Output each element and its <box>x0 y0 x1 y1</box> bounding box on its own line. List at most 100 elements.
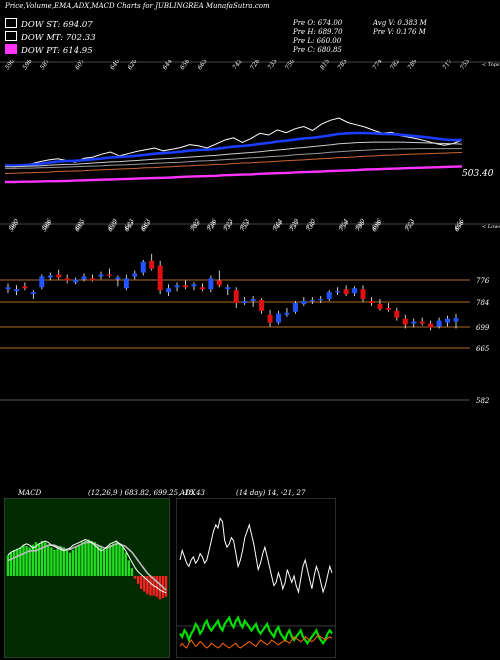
macd-histogram-bar <box>50 547 53 576</box>
macd-histogram-bar <box>16 548 19 576</box>
candle-body <box>123 278 129 289</box>
candle-body <box>106 274 112 276</box>
legend-label-st: DOW ST: 694.07 <box>21 20 93 30</box>
candle-top-tick-label: 733 <box>222 222 234 233</box>
adx-series-line-0 <box>179 517 333 594</box>
candle-body <box>301 301 307 304</box>
ema-series-line-1 <box>5 131 462 167</box>
macd-histogram-bar <box>93 542 96 576</box>
legend-label-pt: DOW PT: 614.95 <box>21 46 93 56</box>
macd-histogram-bar <box>74 547 78 576</box>
candle-body <box>267 314 273 323</box>
legend-dow-pt: DOW PT: 614.95 <box>5 44 93 56</box>
candle-body <box>343 289 349 295</box>
macd-histogram-bar <box>102 550 106 576</box>
macd-histogram-bar <box>164 576 168 597</box>
macd-histogram-bar <box>105 547 109 576</box>
adx-chart <box>176 498 336 658</box>
macd-histogram-bar <box>40 540 44 576</box>
candle-body <box>191 284 197 287</box>
macd-histogram-bar <box>43 542 47 576</box>
level-label: 582 <box>476 397 490 405</box>
ema-chart: < Tops 590 598 587 607 640 620 644 658 663 742 728 7… <box>0 60 500 230</box>
stat-prev-low: Pre L: 660.00 <box>293 37 342 45</box>
macd-histogram-bar <box>140 576 143 589</box>
candle-body <box>22 286 28 289</box>
macd-histogram-bar <box>87 539 90 576</box>
ema-top-tick-label: 783 <box>336 60 348 71</box>
adx-params: (14 day) 14, -21, 27 <box>236 489 306 497</box>
macd-histogram-bar <box>71 550 75 576</box>
candle-body <box>259 300 265 311</box>
macd-histogram-bar <box>115 542 118 576</box>
stat-prev-high: Pre H: 689.70 <box>293 28 343 36</box>
macd-histogram-bar <box>112 543 115 576</box>
candle-top-tick-label: 702 <box>189 222 201 233</box>
ema-top-tick-label: 590 <box>4 60 16 71</box>
candle-body <box>242 301 248 303</box>
macd-histogram-bar <box>37 543 41 576</box>
candle-body <box>73 279 79 283</box>
adx-series-line-2 <box>179 634 333 649</box>
macd-histogram-bar <box>81 542 84 576</box>
candle-top-tick-label: 639 <box>107 222 119 233</box>
candle-body <box>419 321 425 324</box>
ema-top-tick-label: 663 <box>196 60 208 71</box>
candle-body <box>208 278 214 290</box>
candle-top-tick-label: 713 <box>404 222 416 233</box>
macd-histogram-bar <box>158 576 162 600</box>
candle-top-tick-label: 730 <box>305 222 317 233</box>
macd-histogram-bar <box>149 576 152 596</box>
macd-histogram-bar <box>118 544 121 576</box>
candle-body <box>166 288 172 293</box>
candle-body <box>233 290 239 303</box>
ema-top-tick-label: 644 <box>161 60 173 71</box>
ema-top-tick-label: 728 <box>249 60 261 71</box>
page-title: Price,Volume,EMA,ADX,MACD Charts for JUB… <box>5 2 270 10</box>
candle-body <box>149 260 155 269</box>
ema-top-tick-label: 782 <box>389 60 401 71</box>
macd-histogram-bar <box>130 568 134 576</box>
candle-body <box>174 285 180 288</box>
candle-top-tick-label: 700 <box>354 222 366 233</box>
candle-top-tick-label: 744 <box>272 222 284 233</box>
macd-histogram-bar <box>136 576 140 584</box>
candle-top-tick-label: 580 <box>8 222 20 233</box>
macd-histogram-bar <box>90 540 93 576</box>
macd-histogram-bar <box>78 544 81 576</box>
candle-top-tick-label: 605 <box>74 222 86 233</box>
macd-histogram-bar <box>19 547 22 576</box>
ema-corner-label: < Tops <box>482 62 500 68</box>
macd-params: (12,26,9 ) 683.82, 699.25, -15.43 <box>88 489 205 497</box>
legend-swatch-st <box>5 18 17 28</box>
price-candlestick-chart: < Lows 580 586 605 639 643 663 702 726 733 753 744 7… <box>0 222 500 405</box>
candle-body <box>199 287 205 290</box>
candle-top-tick-label: 726 <box>206 222 218 233</box>
ema-top-tick-label: 750 <box>284 60 296 71</box>
macd-histogram-bar <box>109 544 112 576</box>
macd-histogram-bar <box>146 576 149 595</box>
candle-body <box>318 299 324 301</box>
macd-histogram-bar <box>143 576 146 592</box>
ema-top-tick-label: 733 <box>266 60 278 71</box>
candle-body <box>385 307 391 310</box>
candle-top-tick-label: 663 <box>140 222 152 233</box>
macd-histogram-bar <box>22 544 25 576</box>
candle-body <box>411 321 417 324</box>
macd-line <box>7 539 167 594</box>
macd-histogram-bar <box>121 547 124 576</box>
macd-signal-line <box>7 541 167 591</box>
candle-top-tick-label: 696 <box>371 222 383 233</box>
candle-body <box>436 320 442 327</box>
ema-top-tick-label: 607 <box>74 60 86 71</box>
candle-body <box>98 274 104 277</box>
candle-body <box>56 274 62 278</box>
stat-avg-volume: Avg V: 0.383 M <box>373 19 427 27</box>
macd-histogram-bar <box>28 547 31 576</box>
ema-series-line-2 <box>5 141 463 168</box>
candle-body <box>309 300 315 302</box>
ema-top-tick-label: 640 <box>109 60 121 71</box>
macd-histogram-bar <box>47 544 50 576</box>
macd-histogram-bar <box>31 544 34 576</box>
